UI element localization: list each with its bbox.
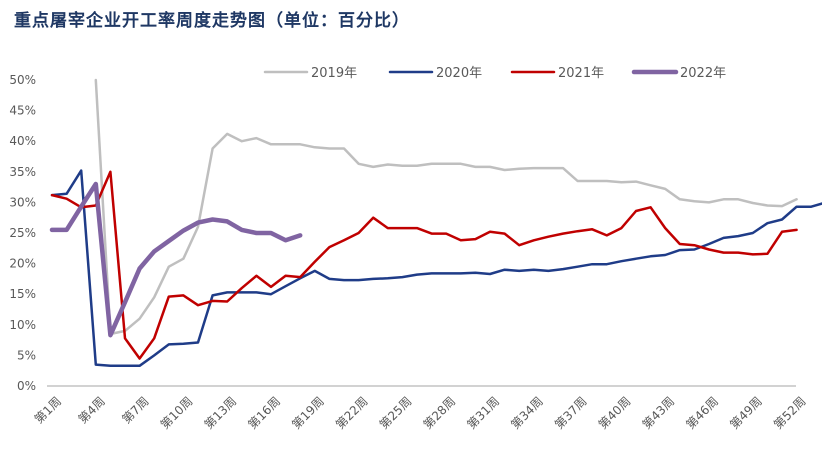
- legend-label: 2020年: [436, 66, 482, 81]
- y-tick-label: 15%: [9, 287, 36, 301]
- x-tick-label: 第37周: [552, 394, 590, 432]
- series-line-2019年: [94, 78, 798, 336]
- y-tick-label: 5%: [17, 348, 36, 362]
- x-tick-label: 第40周: [596, 394, 634, 432]
- y-tick-label: 30%: [9, 195, 36, 209]
- x-tick-label: 第28周: [421, 394, 459, 432]
- legend: 2019年 2020年 2021年 2022年: [263, 66, 726, 81]
- y-tick-label: 35%: [9, 165, 36, 179]
- x-tick-label: 第16周: [245, 394, 283, 432]
- series-layer: [49, 78, 822, 368]
- y-tick-label: 40%: [9, 134, 36, 148]
- legend-label: 2022年: [680, 66, 726, 81]
- x-tick-label: 第31周: [464, 394, 502, 432]
- legend-label: 2019年: [311, 66, 357, 81]
- series-line-2020年: [50, 169, 822, 368]
- x-tick-label: 第22周: [333, 394, 371, 432]
- x-tick-label: 第52周: [771, 394, 809, 432]
- x-tick-label: 第25周: [377, 394, 415, 432]
- x-tick-label: 第34周: [508, 394, 546, 432]
- y-axis: 0% 5% 10% 15% 20% 25% 30% 35% 40% 45% 50%: [9, 73, 36, 393]
- y-tick-label: 25%: [9, 226, 36, 240]
- chart-title: 重点屠宰企业开工率周度走势图（单位：百分比）: [14, 11, 410, 31]
- x-tick-label: 第49周: [727, 394, 765, 432]
- x-tick-label: 第4周: [76, 394, 108, 426]
- x-tick-label: 第13周: [202, 394, 240, 432]
- y-tick-label: 0%: [17, 379, 36, 393]
- y-tick-label: 50%: [9, 73, 36, 87]
- series-line-2022年: [49, 181, 303, 338]
- series-line-2021年: [50, 170, 798, 360]
- x-tick-label: 第7周: [119, 394, 151, 426]
- y-tick-label: 20%: [9, 257, 36, 271]
- x-axis: 第1周 第4周 第7周 第10周 第13周 第16周 第19周 第22周 第25周 第28周 第31…: [32, 385, 809, 432]
- x-tick-label: 第10周: [158, 394, 196, 432]
- legend-label: 2021年: [558, 66, 604, 81]
- x-tick-label: 第43周: [640, 394, 678, 432]
- x-tick-label: 第1周: [32, 394, 64, 426]
- y-tick-label: 45%: [9, 104, 36, 118]
- x-tick-label: 第46周: [683, 394, 721, 432]
- y-tick-label: 10%: [9, 318, 36, 332]
- x-tick-label: 第19周: [289, 394, 327, 432]
